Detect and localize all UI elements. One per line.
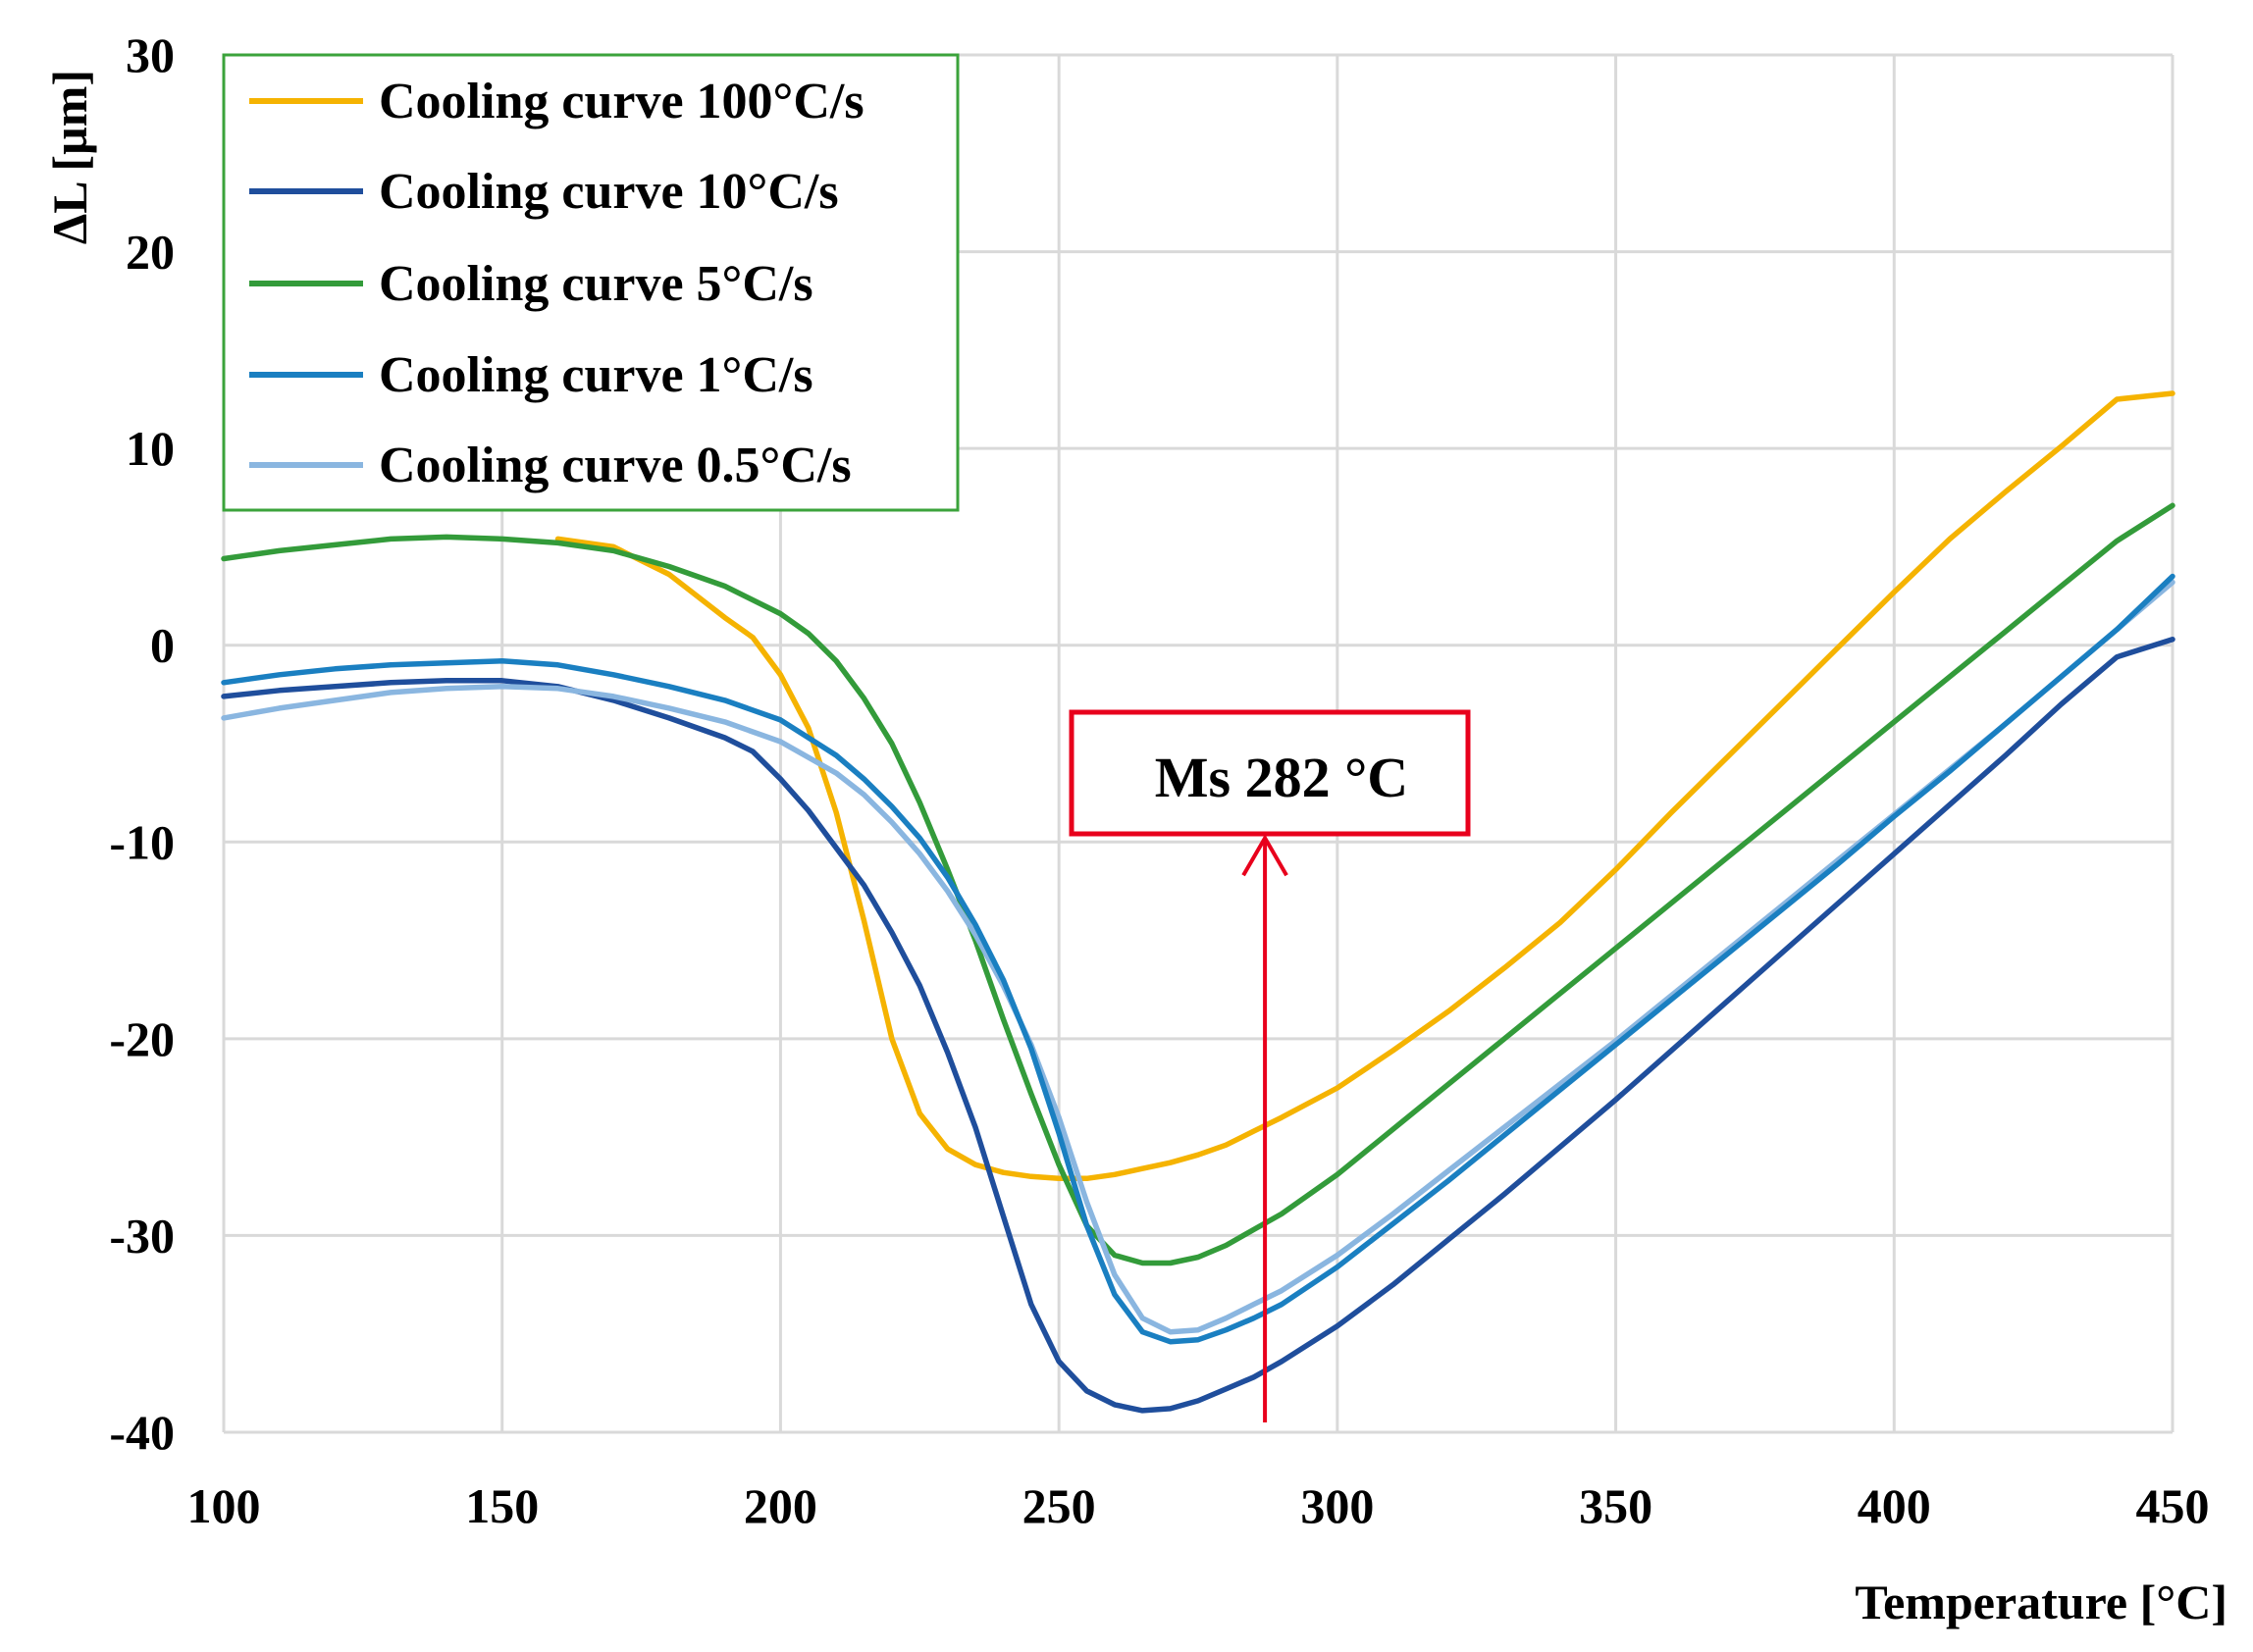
x-tick-label: 100 — [187, 1478, 261, 1533]
y-tick-label: 10 — [126, 421, 175, 476]
y-tick-label: 30 — [126, 27, 175, 82]
legend-label-0-5: Cooling curve 0.5°C/s — [379, 438, 852, 493]
ms-arrow-head — [1241, 834, 1288, 877]
y-tick-label: -10 — [109, 814, 175, 869]
legend-label-5: Cooling curve 5°C/s — [379, 256, 813, 312]
y-tick-label: -30 — [109, 1208, 175, 1263]
y-tick-label: 0 — [150, 618, 175, 673]
x-tick-label: 200 — [744, 1478, 817, 1533]
y-tick-label: -20 — [109, 1011, 175, 1066]
series-line-0-5 — [221, 579, 2175, 1335]
ms-label-box — [1069, 709, 1471, 837]
y-axis-title: ΔL [µm] — [42, 70, 97, 244]
x-tick-label: 300 — [1300, 1478, 1374, 1533]
series-lines — [221, 390, 2175, 1414]
y-tick-label: 20 — [126, 225, 175, 280]
legend-label-10: Cooling curve 10°C/s — [379, 164, 839, 220]
x-tick-label: 250 — [1022, 1478, 1096, 1533]
legend-label-100: Cooling curve 100°C/s — [379, 74, 865, 129]
series-line-10 — [221, 636, 2175, 1414]
x-tick-label: 400 — [1858, 1478, 1931, 1533]
y-axis-tick-labels: -40 -30 -20 -10 0 10 20 30 — [109, 27, 175, 1460]
legend: Cooling curve 100°C/s Cooling curve 10°C… — [222, 53, 960, 512]
x-axis-title: Temperature [°C] — [1855, 1575, 2227, 1629]
x-axis-tick-labels: 100 150 200 250 300 350 400 450 — [187, 1478, 2210, 1533]
x-tick-label: 150 — [465, 1478, 539, 1533]
x-tick-label: 450 — [2136, 1478, 2210, 1533]
y-tick-label: -40 — [109, 1405, 175, 1460]
series-line-100 — [554, 390, 2175, 1182]
x-tick-label: 350 — [1579, 1478, 1652, 1533]
ms-label-text: Ms 282 °C — [1155, 746, 1408, 809]
legend-label-1: Cooling curve 1°C/s — [379, 347, 813, 403]
series-line-1 — [221, 573, 2175, 1345]
ms-annotation: Ms 282 °C — [1069, 709, 1471, 1422]
series-line-5 — [221, 502, 2175, 1266]
